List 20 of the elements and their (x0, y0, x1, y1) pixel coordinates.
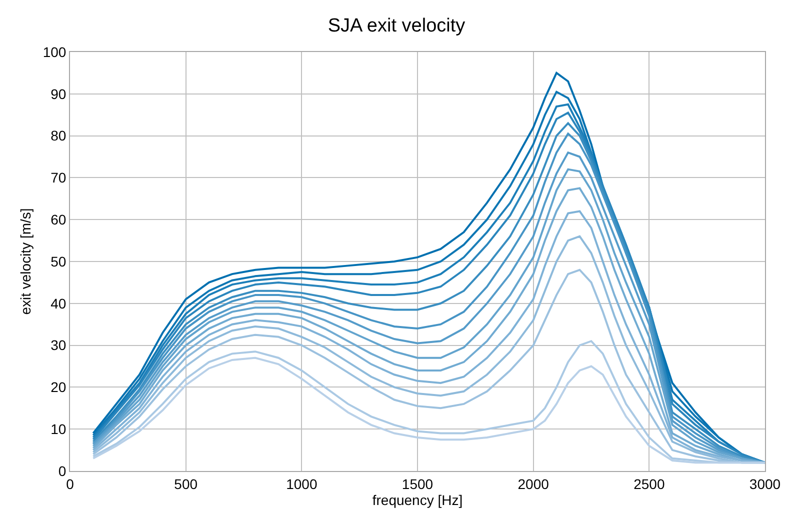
y-axis-title: exit velocity [m/s] (17, 208, 34, 315)
y-tick-label: 10 (50, 421, 66, 437)
x-tick-label: 3000 (749, 476, 781, 492)
x-tick-label: 1500 (402, 476, 434, 492)
y-tick-label: 60 (50, 212, 66, 228)
x-tick-label: 1000 (286, 476, 318, 492)
x-tick-label: 2000 (518, 476, 550, 492)
y-tick-label: 40 (50, 295, 66, 312)
y-tick-label: 30 (50, 337, 66, 354)
x-tick-label: 500 (174, 476, 198, 492)
y-tick-label: 20 (50, 379, 66, 396)
x-axis-title: frequency [Hz] (372, 492, 463, 508)
y-tick-label: 90 (50, 86, 66, 102)
y-tick-label: 0 (58, 462, 66, 479)
x-tick-label: 2500 (634, 476, 665, 492)
y-tick-label: 100 (42, 44, 66, 60)
y-tick-label: 50 (50, 253, 66, 270)
chart-title: SJA exit velocity (328, 16, 466, 37)
y-tick-label: 80 (50, 128, 66, 144)
y-tick-label: 70 (50, 170, 66, 186)
